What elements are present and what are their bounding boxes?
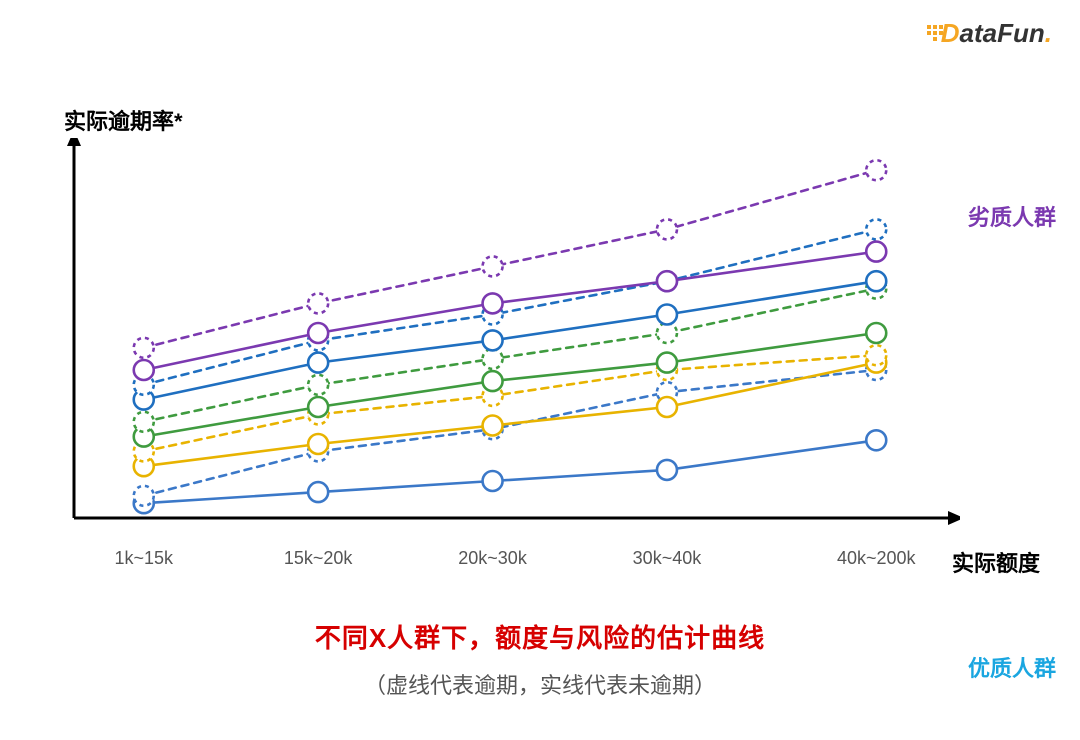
marker xyxy=(483,256,503,276)
x-tick-label: 40k~200k xyxy=(837,548,916,569)
logo-rest: ataFun xyxy=(960,18,1045,48)
logo-dot: . xyxy=(1045,18,1052,48)
marker xyxy=(134,360,154,380)
marker xyxy=(308,434,328,454)
marker xyxy=(134,412,154,432)
marker xyxy=(483,330,503,350)
y-axis-title: 实际逾期率* xyxy=(64,104,183,136)
marker xyxy=(657,305,677,325)
marker xyxy=(866,160,886,180)
marker xyxy=(483,349,503,369)
logo: DataFun. xyxy=(921,18,1052,49)
marker xyxy=(308,323,328,343)
marker xyxy=(657,271,677,291)
logo-d: D xyxy=(941,18,960,48)
series-blue-solid xyxy=(144,440,876,503)
plot-svg xyxy=(60,138,960,548)
marker xyxy=(657,460,677,480)
marker xyxy=(657,219,677,239)
marker xyxy=(866,345,886,365)
chart-area: 实际逾期率* 1k~15k15k~20k20k~30k30k~40k40k~20… xyxy=(60,110,960,570)
marker xyxy=(483,416,503,436)
x-axis-labels: 1k~15k 15k~20k 20k~30k 30k~40k 40k~200k xyxy=(60,544,960,572)
side-top-label: 劣质人群 xyxy=(962,200,1062,232)
subtitle-red: 不同X人群下，额度与风险的估计曲线 xyxy=(0,618,1080,655)
series-purple-dashed xyxy=(144,170,876,348)
x-tick-label: 20k~30k xyxy=(458,548,527,569)
marker xyxy=(866,271,886,291)
marker xyxy=(483,293,503,313)
marker xyxy=(657,397,677,417)
marker xyxy=(483,471,503,491)
subtitle-gray: （虚线代表逾期，实线代表未逾期） xyxy=(0,668,1080,700)
x-tick-label: 1k~15k xyxy=(114,548,173,569)
marker xyxy=(866,242,886,262)
series-purple-solid xyxy=(144,252,876,370)
series-green-dashed xyxy=(144,289,876,422)
x-tick-label: 15k~20k xyxy=(284,548,353,569)
marker xyxy=(866,219,886,239)
marker xyxy=(308,397,328,417)
marker xyxy=(657,323,677,343)
marker xyxy=(308,375,328,395)
marker xyxy=(134,338,154,358)
marker xyxy=(657,353,677,373)
series-blue2-solid xyxy=(144,281,876,399)
marker xyxy=(866,323,886,343)
double-arrow-icon xyxy=(1010,246,1014,436)
marker xyxy=(866,430,886,450)
series-blue2-dashed xyxy=(144,229,876,384)
series-yellow-dashed xyxy=(144,355,876,451)
series-blue-dashed xyxy=(144,370,876,496)
side-legend: 劣质人群 优质人群 xyxy=(962,200,1062,683)
x-tick-label: 30k~40k xyxy=(633,548,702,569)
marker xyxy=(308,482,328,502)
marker xyxy=(308,293,328,313)
marker xyxy=(483,371,503,391)
marker xyxy=(134,486,154,506)
marker xyxy=(308,353,328,373)
